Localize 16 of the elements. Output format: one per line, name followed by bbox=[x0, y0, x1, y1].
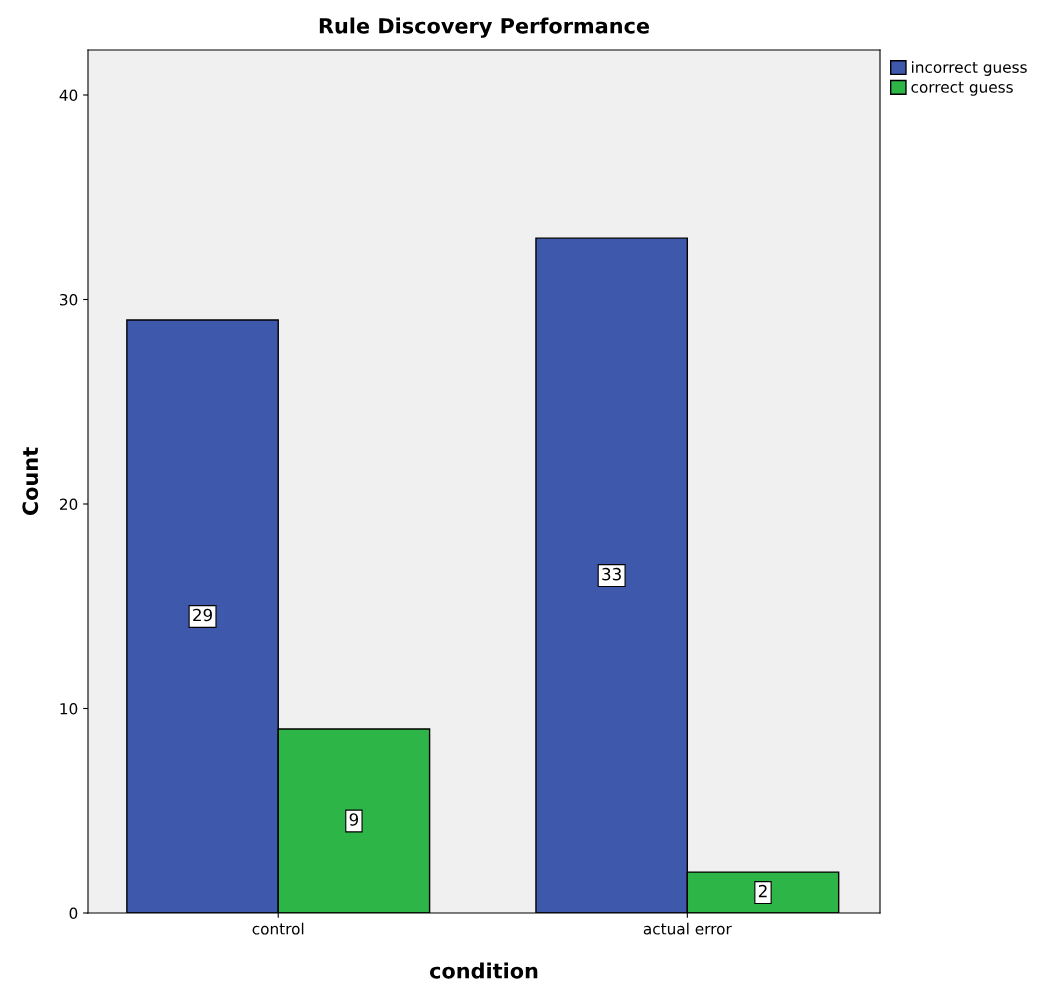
y-tick-label: 40 bbox=[59, 89, 78, 102]
y-tick-label: 20 bbox=[59, 498, 78, 511]
x-tick-label: control bbox=[252, 922, 304, 935]
data-label: 9 bbox=[349, 813, 359, 826]
data-label: 29 bbox=[193, 608, 212, 622]
y-tick-label: 30 bbox=[60, 293, 78, 306]
y-tick-label: 0 bbox=[69, 907, 78, 920]
legend-label: incorrect guess bbox=[911, 61, 1027, 76]
x-axis-title: condition bbox=[430, 962, 538, 979]
data-label: 2 bbox=[758, 884, 767, 898]
x-tick-label: actual error bbox=[643, 922, 732, 935]
chart-title: Rule Discovery Performance bbox=[319, 17, 650, 38]
y-axis-title: Count bbox=[22, 447, 39, 516]
data-label: 33 bbox=[602, 567, 621, 581]
legend-label: correct guess bbox=[911, 81, 1013, 96]
y-tick-label: 10 bbox=[60, 702, 78, 715]
